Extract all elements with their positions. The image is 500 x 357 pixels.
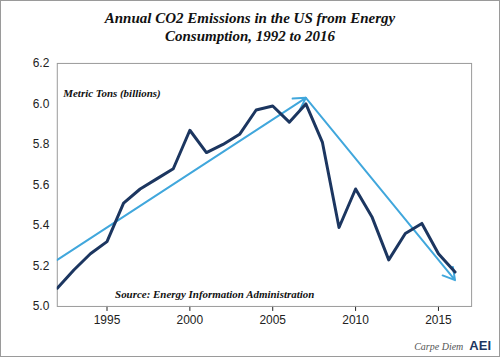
html-text:Carpe Diem AEI: Carpe Diem AEI [414, 338, 491, 353]
svg-text:1995: 1995 [94, 313, 121, 327]
html-text:Annual CO2 Emissions in the US: Annual CO2 Emissions in the US from Ener… [104, 10, 396, 44]
svg-text:6.0: 6.0 [33, 97, 50, 111]
svg-text:2015: 2015 [425, 313, 452, 327]
svg-text:2010: 2010 [342, 313, 369, 327]
svg-text:5.6: 5.6 [33, 178, 50, 192]
svg-text:2000: 2000 [177, 313, 204, 327]
svg-text:5.8: 5.8 [33, 137, 50, 151]
svg-text:6.2: 6.2 [33, 56, 50, 70]
svg-text:Metric Tons (billions): Metric Tons (billions) [62, 87, 160, 100]
svg-text:Source: Energy Information Adm: Source: Energy Information Administratio… [115, 288, 314, 300]
svg-text:5.4: 5.4 [33, 218, 50, 232]
svg-text:5.2: 5.2 [33, 259, 50, 273]
svg-text:5.0: 5.0 [33, 299, 50, 313]
svg-text:2005: 2005 [259, 313, 286, 327]
